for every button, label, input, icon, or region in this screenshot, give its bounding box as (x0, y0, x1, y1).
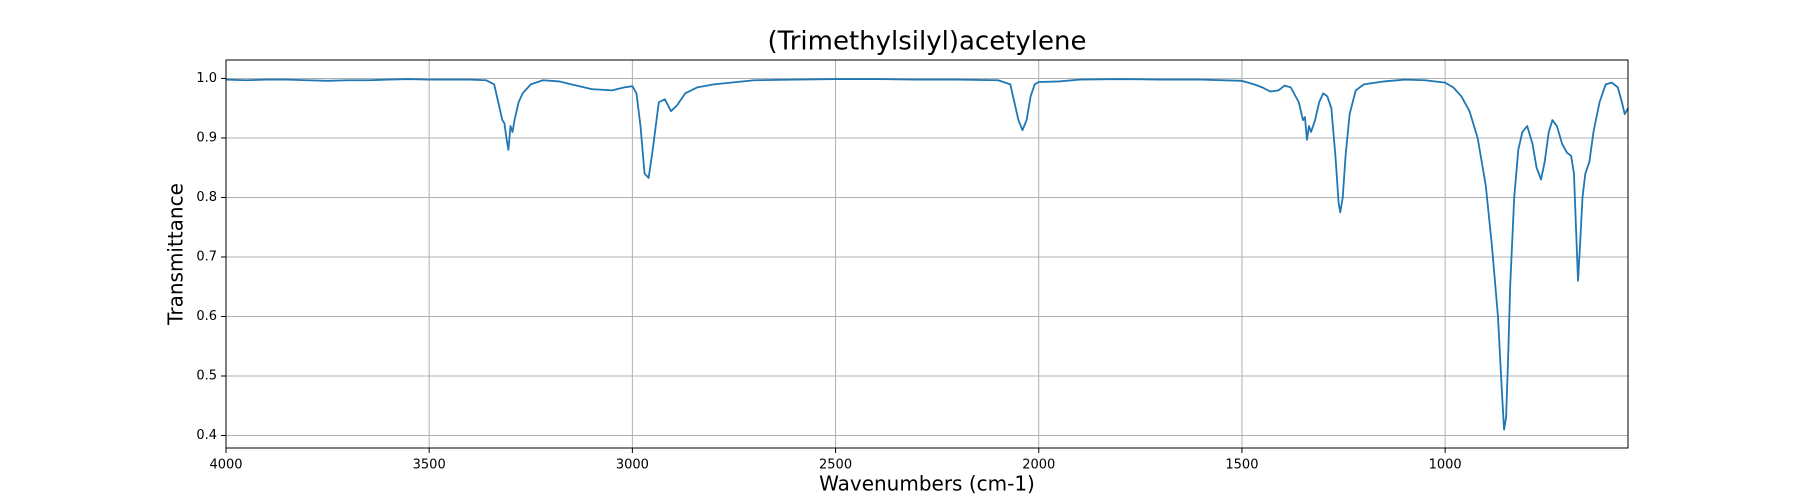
x-tick-label: 1000 (1429, 458, 1462, 473)
x-tick-label: 3500 (413, 458, 446, 473)
y-tick-label: 0.5 (196, 368, 217, 383)
y-tick-label: 0.4 (196, 428, 217, 443)
grid (225, 60, 1628, 448)
y-tick-label: 0.8 (196, 190, 217, 205)
plot (225, 78, 1629, 431)
y-tick-label: 0.7 (196, 249, 217, 264)
x-tick-label: 3000 (616, 458, 649, 473)
x-tick-label: 2000 (1022, 458, 1055, 473)
spectrum-line (225, 78, 1629, 431)
plot-frame (225, 59, 1629, 449)
x-tick-label: 2500 (819, 458, 852, 473)
x-axis-label: Wavenumbers (cm-1) (819, 472, 1035, 496)
chart-title: (Trimethylsilyl)acetylene (768, 27, 1087, 57)
y-axis-label: Transmittance (164, 183, 188, 326)
y-tick-label: 0.9 (196, 130, 217, 145)
x-tick-label: 4000 (209, 458, 242, 473)
y-tick-label: 0.6 (196, 309, 217, 324)
x-tick-label: 1500 (1225, 458, 1258, 473)
y-tick-label: 1.0 (196, 71, 217, 86)
